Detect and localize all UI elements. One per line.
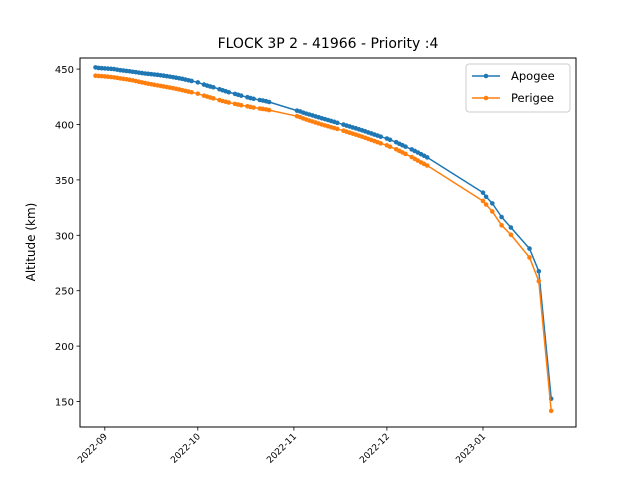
y-tick-label: 350 [55, 176, 74, 187]
perigee-point [527, 255, 532, 260]
perigee-point [483, 202, 489, 207]
apogee-point [387, 137, 393, 143]
perigee-point [378, 141, 384, 146]
perigee-point [189, 89, 194, 95]
apogee-point [490, 201, 495, 206]
apogee-point [251, 96, 256, 102]
y-axis: 150 200 250 300 350 400 450 [55, 65, 80, 409]
y-tick-label: 200 [55, 342, 74, 353]
apogee-point [378, 134, 384, 139]
perigee-point [548, 408, 554, 414]
perigee-point [251, 105, 256, 110]
legend-apogee-marker [483, 73, 489, 79]
y-tick-label: 300 [55, 231, 74, 242]
apogee-point [238, 93, 244, 98]
apogee-point [480, 190, 486, 195]
perigee-point [238, 102, 244, 108]
perigee-point [387, 144, 393, 149]
y-tick-label: 450 [55, 65, 74, 76]
perigee-point [211, 96, 216, 101]
legend-apogee-label: Apogee [511, 69, 555, 83]
apogee-point [508, 225, 514, 230]
apogee-point [527, 246, 532, 251]
perigee-point [508, 232, 514, 238]
apogee-series [93, 65, 554, 402]
apogee-point [226, 89, 232, 95]
apogee-point [211, 84, 216, 90]
apogee-point [189, 78, 194, 84]
perigee-point [403, 151, 408, 157]
legend: Apogee Perigee [465, 63, 571, 113]
apogee-point [403, 144, 408, 149]
apogee-point [195, 80, 201, 85]
perigee-point [480, 198, 486, 204]
apogee-point [499, 214, 504, 220]
apogee-point [266, 99, 272, 105]
perigee-point [266, 107, 272, 113]
y-tick-label: 400 [55, 120, 74, 131]
apogee-point [483, 194, 489, 200]
plot-frame [79, 57, 577, 428]
perigee-point [536, 278, 542, 284]
y-tick-label: 250 [55, 287, 74, 298]
perigee-point [335, 126, 340, 132]
perigee-point [490, 209, 495, 214]
y-axis-label: Altitude (km) [24, 203, 38, 282]
legend-perigee-marker [483, 95, 489, 101]
legend-perigee-label: Perigee [511, 91, 554, 105]
perigee-series [93, 73, 554, 414]
perigee-point [226, 100, 232, 105]
perigee-point [424, 163, 430, 168]
y-tick-label: 150 [55, 398, 74, 409]
perigee-point [499, 223, 504, 228]
apogee-point [536, 269, 542, 274]
perigee-point [195, 91, 201, 96]
apogee-point [424, 155, 430, 160]
apogee-point [335, 120, 340, 126]
plot-area [93, 65, 554, 414]
chart-title: FLOCK 3P 2 - 41966 - Priority :4 [218, 36, 439, 52]
